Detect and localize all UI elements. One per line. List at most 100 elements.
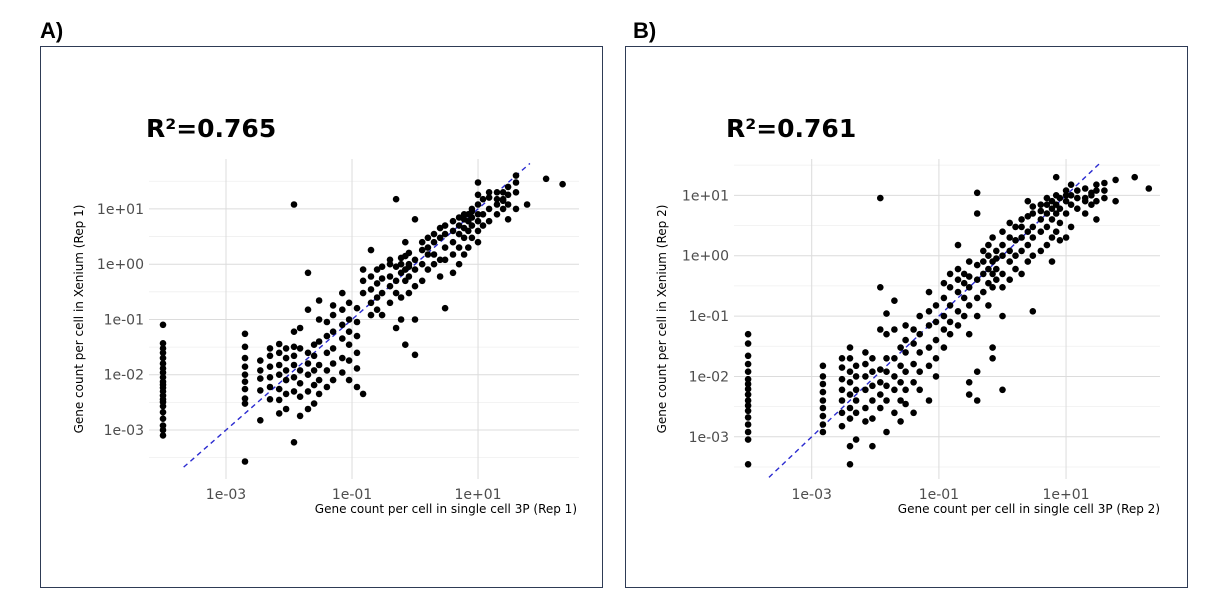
data-point (1112, 176, 1119, 184)
data-point (386, 273, 394, 280)
data-point (304, 405, 312, 413)
data-point (411, 282, 419, 290)
data-point (266, 383, 274, 391)
data-point (339, 321, 346, 329)
data-point (241, 371, 249, 379)
data-point (275, 396, 283, 404)
data-point (925, 397, 933, 404)
data-point (465, 244, 472, 251)
data-point (266, 396, 274, 403)
data-point (1101, 179, 1108, 187)
data-point (275, 410, 283, 417)
data-point (329, 328, 337, 336)
data-point (1018, 270, 1025, 278)
data-point (1093, 216, 1100, 223)
data-point (1062, 192, 1070, 199)
data-point (367, 286, 375, 293)
chart-panel-a: 1e-03 1e-01 1e+01 1e-03 1e-02 1e-01 1e+00 1e+01… (40, 46, 603, 588)
data-point (846, 355, 854, 362)
data-point (744, 402, 752, 409)
data-point (460, 251, 468, 258)
data-point (1029, 210, 1037, 217)
data-point (916, 312, 923, 320)
data-point (441, 256, 449, 264)
r-squared-annotation: R²=0.761 (726, 114, 856, 143)
data-point (1088, 189, 1095, 197)
data-point (367, 299, 375, 307)
data-point (902, 322, 909, 329)
data-point (275, 371, 283, 379)
y-tick-label: 1e-02 (689, 369, 729, 385)
data-point (852, 436, 860, 443)
data-point (479, 211, 487, 218)
data-point (266, 363, 274, 371)
data-point (819, 397, 827, 404)
data-point (159, 354, 167, 362)
data-point (883, 397, 890, 404)
y-tick-label: 1e+00 (97, 257, 144, 273)
data-point (266, 345, 274, 352)
data-point (329, 360, 337, 367)
data-point (485, 217, 493, 225)
data-point (1037, 228, 1045, 235)
y-tick-label: 1e+01 (97, 202, 144, 218)
data-point (932, 318, 940, 326)
data-point (378, 263, 386, 270)
data-point (455, 244, 463, 251)
data-point (315, 390, 323, 398)
data-point (424, 251, 432, 258)
data-point (241, 343, 249, 351)
data-point (862, 373, 869, 380)
data-point (282, 354, 290, 362)
data-point (1029, 252, 1037, 259)
data-point (479, 195, 487, 203)
data-point (1081, 185, 1089, 192)
data-point (744, 407, 752, 415)
data-point (838, 409, 846, 417)
data-point (282, 376, 290, 384)
data-point (999, 386, 1006, 394)
data-point (499, 205, 507, 213)
data-point (965, 273, 973, 280)
data-point (418, 260, 426, 268)
data-point (877, 379, 884, 386)
y-tick-label: 1e-03 (689, 430, 729, 446)
data-point (241, 354, 249, 362)
data-point (430, 238, 438, 246)
data-point (925, 322, 933, 329)
data-point (897, 362, 904, 370)
data-point (744, 391, 752, 398)
data-point (897, 418, 904, 425)
data-point (940, 294, 948, 302)
data-point (846, 379, 854, 386)
data-point (315, 297, 323, 304)
data-point (744, 380, 752, 388)
data-point (468, 234, 476, 242)
data-point (973, 276, 981, 283)
data-point (989, 270, 996, 278)
data-point (449, 227, 457, 235)
data-point (877, 326, 884, 333)
data-point (1018, 223, 1025, 231)
data-point (402, 341, 409, 349)
data-point (869, 415, 876, 422)
data-point (999, 241, 1006, 249)
data-point (304, 360, 312, 367)
data-point (1024, 197, 1032, 205)
data-point (441, 222, 449, 229)
data-point (852, 362, 860, 370)
data-point (304, 371, 312, 379)
data-point (838, 355, 846, 362)
data-point (290, 361, 298, 369)
data-point (241, 395, 249, 402)
data-point (392, 195, 400, 203)
data-point (290, 388, 298, 395)
data-points (744, 173, 1153, 468)
panel-label-b: B) (633, 18, 657, 43)
data-point (1018, 216, 1025, 223)
data-point (1012, 252, 1019, 259)
data-point (1024, 228, 1032, 235)
data-point (1056, 205, 1064, 212)
data-point (744, 360, 752, 368)
data-point (954, 308, 962, 315)
